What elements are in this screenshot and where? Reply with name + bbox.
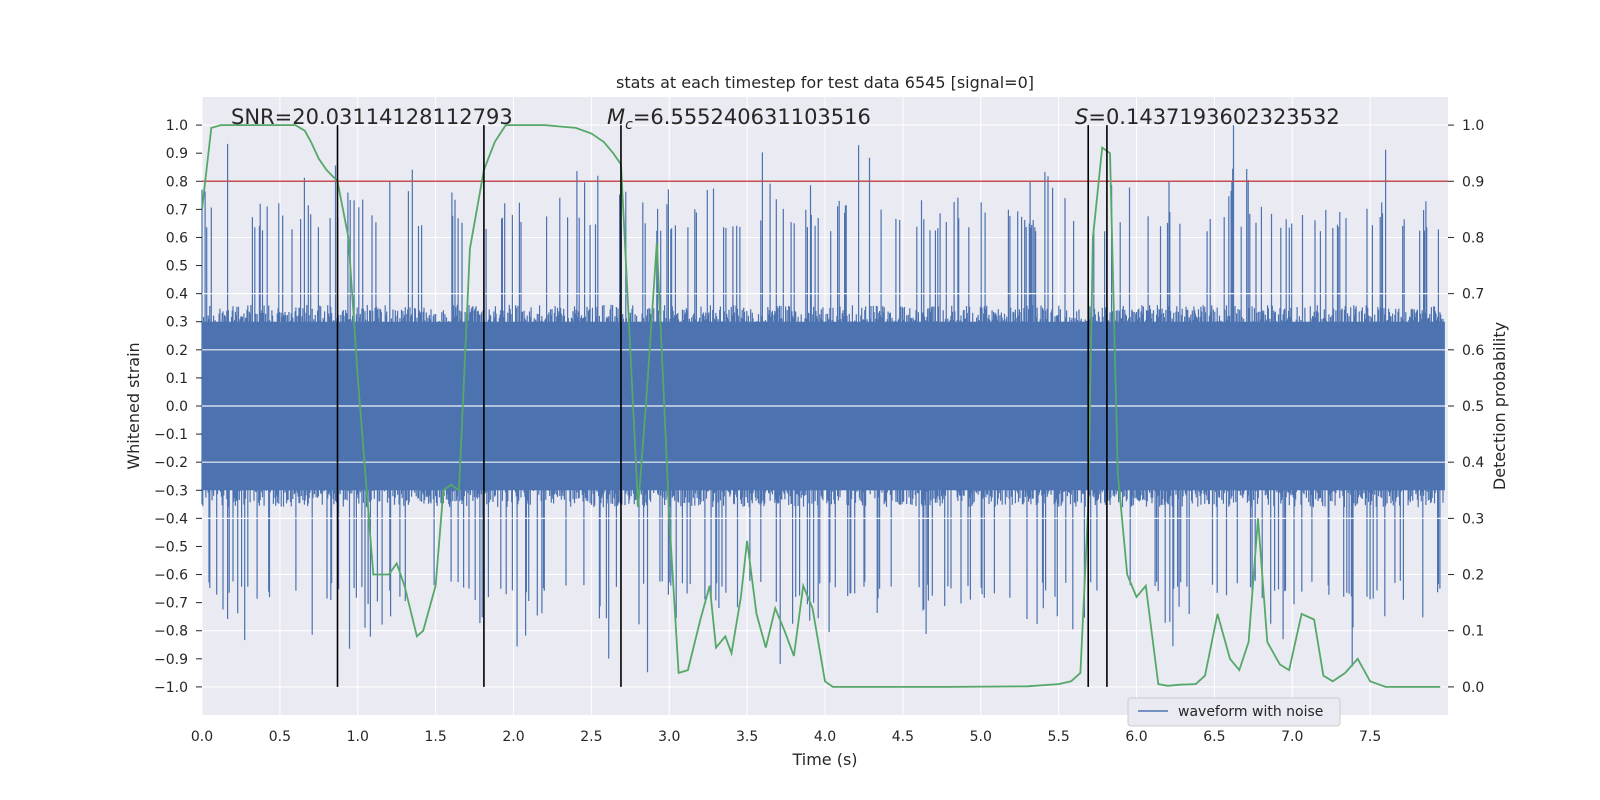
- y2-tick-label: 0.9: [1462, 174, 1484, 190]
- y2-tick-label: 0.4: [1462, 455, 1484, 471]
- spin-annotation: S=0.1437193602323532: [1075, 105, 1340, 129]
- chirp-mass-value: =6.555240631103516: [633, 105, 871, 129]
- x-tick-label: 0.5: [269, 729, 291, 745]
- y2-tick-label: 0.0: [1462, 680, 1484, 696]
- spin-value: =0.1437193602323532: [1088, 105, 1339, 129]
- y2-tick-label: 1.0: [1462, 118, 1484, 134]
- x-tick-label: 0.0: [191, 729, 213, 745]
- x-tick-label: 2.0: [502, 729, 524, 745]
- y-tick-label: −0.6: [154, 568, 188, 584]
- chirp-mass-subscript: c: [625, 117, 633, 133]
- y2-tick-label: 0.3: [1462, 511, 1484, 527]
- y-tick-label: −0.7: [154, 596, 188, 612]
- y-tick-label: 0.5: [166, 259, 188, 275]
- x-tick-label: 7.0: [1281, 729, 1303, 745]
- y-tick-label: −0.4: [154, 511, 188, 527]
- x-tick-label: 1.5: [424, 729, 446, 745]
- y-tick-label: 0.2: [166, 343, 188, 359]
- legend: waveform with noise: [1127, 697, 1341, 727]
- y2-tick-label: 0.8: [1462, 230, 1484, 246]
- y-tick-label: 0.7: [166, 202, 188, 218]
- axis-layer: 0.0 0.5 1.0 1.5 2.0 2.5 3.0 3.5 4.0 4.5 5.0 5.5 6.0 6…: [154, 118, 1484, 745]
- x-tick-label: 5.5: [1047, 729, 1069, 745]
- y-axis-label: Whitened strain: [124, 342, 143, 469]
- y-tick-label: −0.8: [154, 624, 188, 640]
- x-tick-label: 3.5: [736, 729, 758, 745]
- waveform-series: [201, 125, 1448, 673]
- spin-symbol: S: [1075, 105, 1088, 129]
- y-tick-label: −0.9: [154, 652, 188, 668]
- chart-title: stats at each timestep for test data 654…: [616, 73, 1034, 92]
- y-tick-label: −0.5: [154, 539, 188, 555]
- x-tick-label: 5.0: [970, 729, 992, 745]
- vline-layer: [336, 125, 1108, 687]
- x-tick-label: 4.0: [814, 729, 836, 745]
- x-tick-label: 4.5: [892, 729, 914, 745]
- x-tick-label: 7.5: [1359, 729, 1381, 745]
- x-tick-label: 3.0: [658, 729, 680, 745]
- y-tick-label: −0.2: [154, 455, 188, 471]
- y2-tick-label: 0.1: [1462, 624, 1484, 640]
- legend-box: [1127, 697, 1341, 727]
- y2-tick-label: 0.6: [1462, 343, 1484, 359]
- y-tick-label: 0.8: [166, 174, 188, 190]
- y-tick-label: 0.6: [166, 230, 188, 246]
- y2-tick-label: 0.2: [1462, 568, 1484, 584]
- y-tick-label: 0.4: [166, 287, 188, 303]
- chirp-mass-annotation: Mc=6.555240631103516: [607, 105, 871, 133]
- y-tick-label: 1.0: [166, 118, 188, 134]
- x-tick-label: 1.0: [347, 729, 369, 745]
- y-tick-label: 0.1: [166, 371, 188, 387]
- y-tick-label: 0.0: [166, 399, 188, 415]
- legend-label: waveform with noise: [1178, 704, 1323, 720]
- y-tick-label: 0.9: [166, 146, 188, 162]
- x-tick-label: 6.5: [1203, 729, 1225, 745]
- y-tick-label: −0.1: [154, 427, 188, 443]
- y2-tick-label: 0.7: [1462, 287, 1484, 303]
- probability-line: [201, 124, 1441, 688]
- x-axis-label: Time (s): [791, 750, 857, 769]
- x-tick-label: 6.0: [1125, 729, 1147, 745]
- y-tick-label: −1.0: [154, 680, 188, 696]
- y-tick-label: −0.3: [154, 483, 188, 499]
- x-tick-label: 2.5: [580, 729, 602, 745]
- snr-annotation: SNR=20.03114128112793: [231, 105, 513, 129]
- probability-series: [201, 124, 1441, 688]
- y-tick-label: 0.3: [166, 315, 188, 331]
- chirp-mass-symbol: M: [607, 105, 625, 129]
- y2-tick-label: 0.5: [1462, 399, 1484, 415]
- y2-axis-label: Detection probability: [1490, 322, 1509, 490]
